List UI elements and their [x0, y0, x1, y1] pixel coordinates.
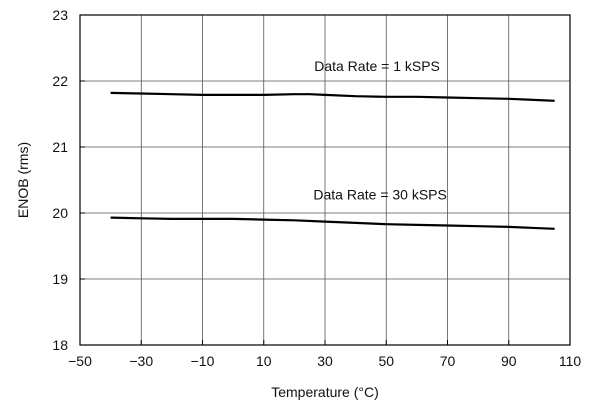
x-tick-label: 30: [317, 353, 333, 369]
y-tick-label: 23: [52, 7, 68, 23]
series-line-2: [110, 216, 555, 230]
x-tick-label: 70: [440, 353, 456, 369]
y-axis-label: ENOB (rms): [15, 142, 31, 218]
series-annotation-2: Data Rate = 30 kSPS: [313, 187, 446, 203]
x-tick-label: 10: [256, 353, 272, 369]
x-tick-label: −50: [68, 353, 92, 369]
x-axis-label: Temperature (°C): [271, 384, 379, 400]
series-line-1: [110, 91, 555, 102]
y-tick-label: 19: [52, 271, 68, 287]
series-annotation-1: Data Rate = 1 kSPS: [314, 58, 440, 74]
x-tick-label: 50: [378, 353, 394, 369]
grid: [80, 15, 570, 345]
x-tick-label: −30: [129, 353, 153, 369]
y-tick-label: 22: [52, 73, 68, 89]
x-tick-label: 110: [559, 353, 582, 369]
x-tick-label: −10: [191, 353, 215, 369]
x-tick-label: 90: [501, 353, 517, 369]
annotations: Data Rate = 1 kSPS Data Rate = 30 kSPS: [313, 58, 446, 203]
series-layer: [110, 91, 555, 230]
y-tick-label: 21: [52, 139, 68, 155]
tick-labels: −50 −30 −10 10 30 50 70 90 110 18 19 20 21 22 23: [52, 7, 581, 369]
y-tick-label: 18: [52, 337, 68, 353]
y-tick-label: 20: [52, 205, 68, 221]
